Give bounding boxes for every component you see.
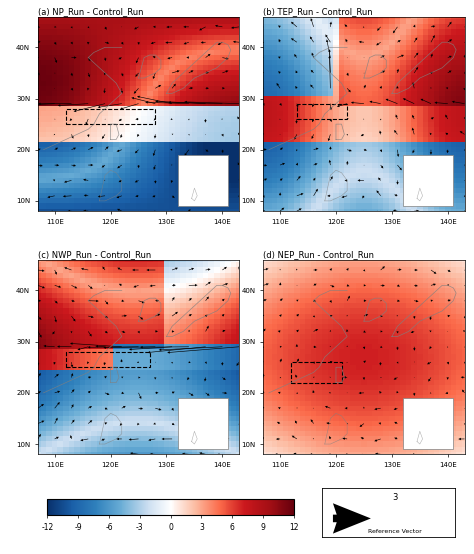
Text: 3: 3	[392, 493, 398, 502]
Bar	[178, 398, 228, 449]
Bar	[403, 155, 453, 206]
Text: Reference Vector: Reference Vector	[368, 529, 422, 534]
Bar	[178, 155, 228, 206]
Bar	[66, 109, 155, 124]
Bar	[291, 362, 342, 383]
Bar	[403, 398, 453, 449]
Text: (b) TEP_Run - Control_Run: (b) TEP_Run - Control_Run	[263, 7, 373, 16]
Bar	[66, 352, 150, 367]
Text: (d) NEP_Run - Control_Run: (d) NEP_Run - Control_Run	[263, 250, 374, 259]
Text: (c) NWP_Run - Control_Run: (c) NWP_Run - Control_Run	[38, 250, 151, 259]
Text: (a) NP_Run - Control_Run: (a) NP_Run - Control_Run	[38, 7, 144, 16]
Bar	[297, 104, 347, 119]
